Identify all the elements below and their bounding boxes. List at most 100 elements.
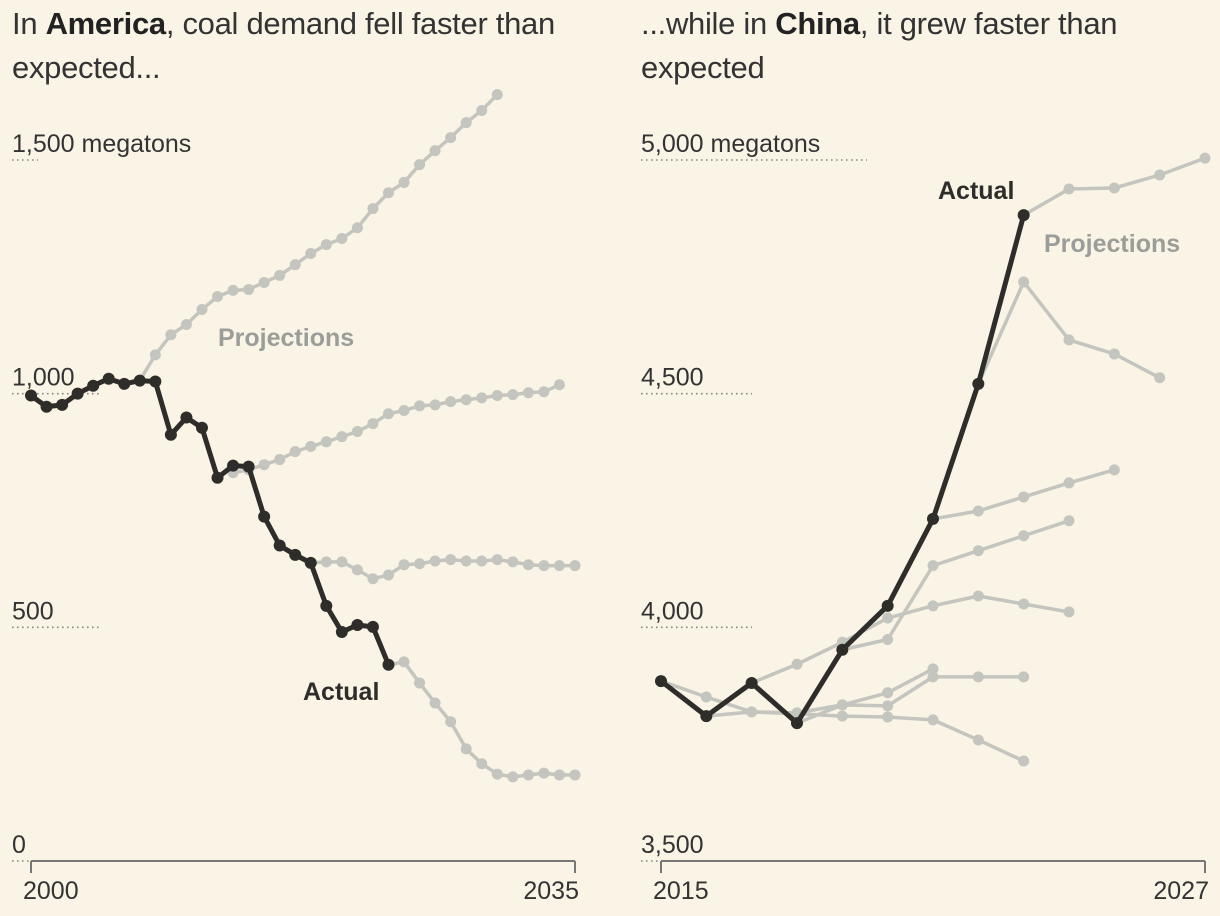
- china-chart-title: ...while in China, it grew faster than e…: [641, 2, 1220, 90]
- projection-series-line: [231, 383, 562, 475]
- projection-series-point: [212, 290, 224, 302]
- projection-series-point: [1108, 464, 1120, 476]
- projection-series-point: [351, 564, 363, 576]
- projection-series-point: [274, 454, 286, 466]
- projection-series-point: [1154, 372, 1166, 384]
- projection-series-point: [243, 283, 255, 295]
- projection-series-line: [795, 675, 1026, 725]
- actual-series-point: [836, 643, 849, 656]
- projection-series-point: [927, 560, 939, 572]
- projection-series-point: [927, 663, 939, 675]
- projection-series-point: [553, 560, 565, 572]
- actual-series-point: [25, 389, 37, 402]
- actual-series-point: [149, 375, 162, 388]
- projection-series-point: [1063, 477, 1075, 489]
- projection-series-point: [553, 769, 565, 781]
- projection-series-point: [460, 743, 472, 755]
- actual-series-point: [304, 556, 317, 569]
- projection-series-point: [507, 771, 519, 783]
- title-text: In: [12, 6, 46, 41]
- projection-series-point: [289, 446, 301, 458]
- projection-series-point: [882, 700, 894, 712]
- projection-series-point: [972, 590, 984, 602]
- y-tick-label: 4,000: [641, 597, 704, 625]
- projection-series-line: [749, 594, 1071, 685]
- projection-series-point: [460, 555, 472, 567]
- china-chart-panel: ...while in China, it grew faster than e…: [610, 0, 1220, 916]
- actual-series-point: [242, 460, 255, 473]
- actual-series-point: [227, 459, 240, 472]
- projection-series-point: [398, 656, 410, 668]
- projection-series: [836, 515, 1075, 656]
- projection-series-point: [414, 159, 426, 171]
- title-text: , coal demand fell faster than expected.…: [12, 6, 555, 85]
- actual-series-point: [791, 717, 803, 730]
- projection-series-point: [476, 392, 488, 404]
- projection-series-point: [1199, 152, 1211, 164]
- projection-series-point: [351, 222, 363, 234]
- actual-series-point: [102, 372, 115, 385]
- projection-series-point: [836, 699, 848, 711]
- title-country: China: [775, 6, 860, 41]
- actual-series-point: [180, 411, 193, 424]
- projection-series-point: [305, 440, 317, 452]
- projection-series: [134, 89, 503, 387]
- projection-series-point: [569, 560, 581, 572]
- projection-series-point: [972, 671, 984, 683]
- actual-series-point: [366, 620, 379, 633]
- projection-series-point: [882, 612, 894, 624]
- projection-series-point: [305, 247, 317, 259]
- projections-label: Projections: [218, 324, 354, 352]
- projection-series-point: [445, 396, 457, 408]
- projection-series-point: [1154, 169, 1166, 181]
- projection-series-point: [522, 387, 534, 399]
- projection-series-point: [927, 600, 939, 612]
- projection-series: [382, 656, 581, 783]
- actual-series-point: [881, 599, 894, 612]
- projection-series-point: [1063, 515, 1075, 527]
- projection-series-point: [382, 569, 394, 581]
- x-tick-label: 2027: [1153, 877, 1209, 905]
- projection-series-point: [927, 671, 939, 683]
- actual-series-point: [1017, 209, 1030, 222]
- projection-series-point: [538, 386, 550, 398]
- actual-series-point: [118, 377, 131, 390]
- projection-series-point: [149, 349, 161, 361]
- projection-series-point: [507, 556, 519, 568]
- projection-series-point: [460, 117, 472, 129]
- actual-series: [655, 209, 1030, 730]
- projection-series-point: [367, 573, 379, 585]
- actual-series-point: [972, 377, 985, 390]
- actual-series-point: [56, 398, 69, 411]
- projection-series: [227, 379, 565, 479]
- projection-series-point: [320, 436, 332, 448]
- actual-series-point: [273, 539, 286, 552]
- actual-series-point: [289, 548, 302, 561]
- actual-series-line: [28, 376, 391, 668]
- projection-series-point: [569, 769, 581, 781]
- y-tick-label: 1,000: [12, 364, 75, 392]
- title-country: America: [45, 6, 167, 41]
- projection-series-point: [445, 554, 457, 566]
- us-chart-title: In America, coal demand fell faster than…: [12, 2, 602, 90]
- projection-series-point: [165, 329, 177, 341]
- actual-series-point: [745, 676, 758, 689]
- actual-label: Actual: [303, 678, 379, 706]
- projection-series-point: [320, 556, 332, 568]
- projection-series-line: [704, 667, 935, 718]
- projection-series-point: [258, 459, 270, 471]
- china-chart: 3,500 4,000 4,500 5,000 megatons 2015 2027 Act…: [641, 130, 1211, 905]
- projection-series-point: [429, 399, 441, 411]
- projection-series-point: [414, 677, 426, 689]
- us-chart-panel: In America, coal demand fell faster than…: [12, 2, 602, 905]
- title-text: , it grew faster than expected: [641, 6, 1118, 85]
- actual-series-point: [40, 400, 53, 413]
- actual-series-point: [320, 599, 333, 612]
- projection-series-point: [196, 304, 208, 316]
- projection-series: [927, 464, 1120, 525]
- y-tick-label: 0: [12, 831, 26, 859]
- projection-series-point: [476, 758, 488, 770]
- projection-series-point: [882, 687, 894, 699]
- projection-series-point: [700, 691, 712, 703]
- projection-series-point: [398, 404, 410, 416]
